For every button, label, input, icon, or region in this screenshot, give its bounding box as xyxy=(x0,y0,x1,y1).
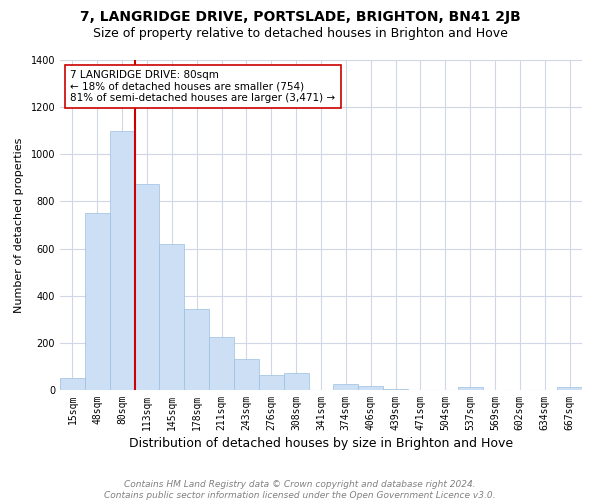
Bar xyxy=(209,337,234,390)
Bar xyxy=(557,387,582,390)
Y-axis label: Number of detached properties: Number of detached properties xyxy=(14,138,23,312)
Bar xyxy=(184,308,209,390)
Bar xyxy=(383,389,408,390)
Bar xyxy=(134,184,160,390)
X-axis label: Distribution of detached houses by size in Brighton and Hove: Distribution of detached houses by size … xyxy=(129,437,513,450)
Bar xyxy=(160,244,184,390)
Text: 7 LANGRIDGE DRIVE: 80sqm
← 18% of detached houses are smaller (754)
81% of semi-: 7 LANGRIDGE DRIVE: 80sqm ← 18% of detach… xyxy=(70,70,335,103)
Bar xyxy=(85,213,110,390)
Text: Contains HM Land Registry data © Crown copyright and database right 2024.
Contai: Contains HM Land Registry data © Crown c… xyxy=(104,480,496,500)
Bar xyxy=(60,378,85,390)
Bar xyxy=(110,130,134,390)
Text: 7, LANGRIDGE DRIVE, PORTSLADE, BRIGHTON, BN41 2JB: 7, LANGRIDGE DRIVE, PORTSLADE, BRIGHTON,… xyxy=(80,10,520,24)
Bar xyxy=(334,384,358,390)
Bar xyxy=(234,360,259,390)
Bar xyxy=(358,386,383,390)
Bar xyxy=(284,373,308,390)
Bar xyxy=(259,374,284,390)
Text: Size of property relative to detached houses in Brighton and Hove: Size of property relative to detached ho… xyxy=(92,28,508,40)
Bar xyxy=(458,387,482,390)
